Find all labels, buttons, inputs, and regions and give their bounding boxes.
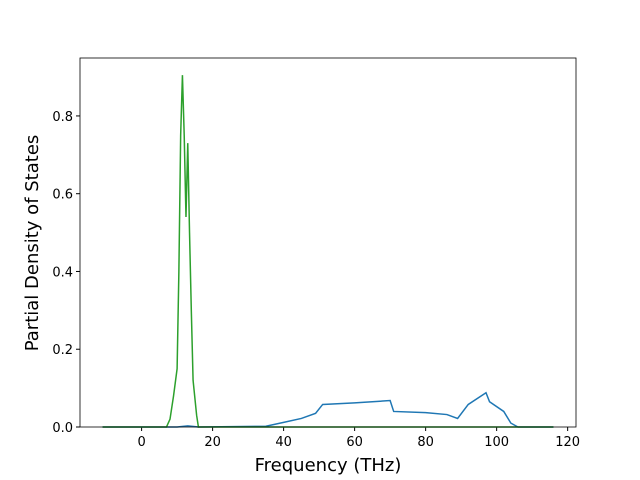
y-tick-label: 0.8 [52, 110, 73, 125]
x-tick-label: 20 [204, 435, 221, 450]
x-axis-label: Frequency (THz) [255, 455, 402, 476]
y-tick-label: 0.6 [52, 188, 73, 203]
x-tick-label: 0 [137, 435, 145, 450]
y-tick-label: 0.0 [52, 421, 73, 436]
x-tick-label: 100 [484, 435, 509, 450]
series-line [102, 391, 554, 428]
y-axis-label: Partial Density of States [22, 135, 43, 352]
y-tick-label: 0.2 [52, 343, 73, 358]
x-tick-label: 40 [275, 435, 292, 450]
plot-frame [79, 57, 577, 428]
series-line [102, 75, 554, 428]
y-tick-label: 0.4 [52, 265, 73, 280]
x-tick-label: 120 [555, 435, 580, 450]
x-tick-label: 80 [417, 435, 434, 450]
x-tick-label: 60 [346, 435, 363, 450]
